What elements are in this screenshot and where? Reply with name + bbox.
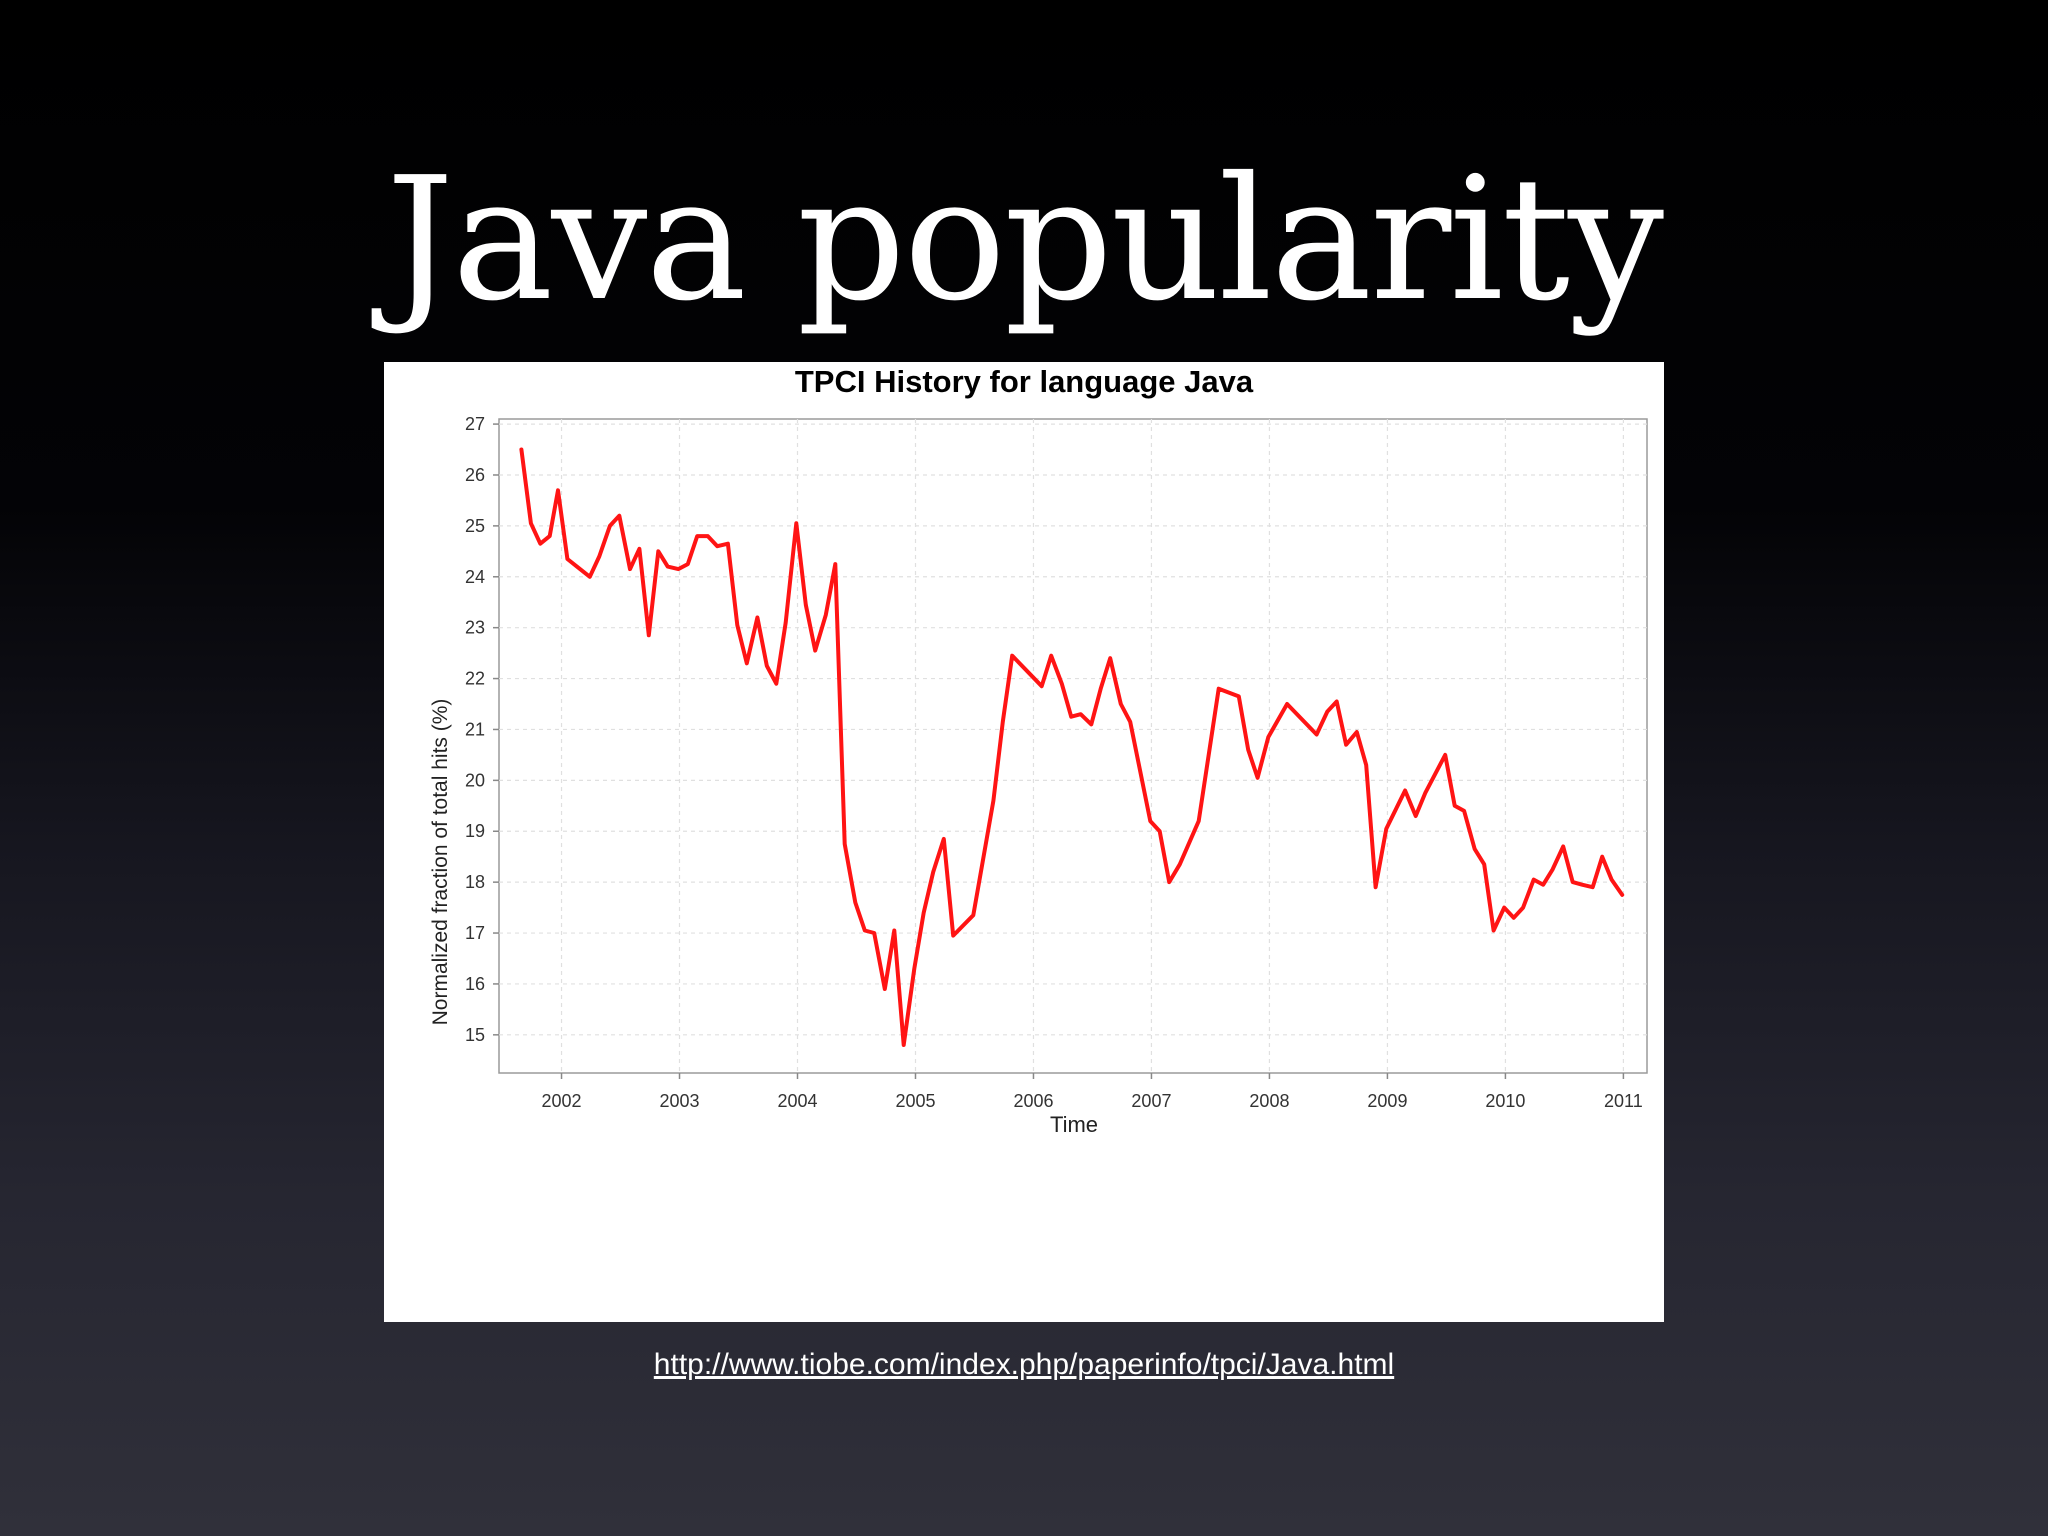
y-tick-label: 19: [465, 821, 485, 841]
x-tick-label: 2003: [659, 1091, 699, 1111]
x-tick-label: 2011: [1604, 1091, 1643, 1111]
y-tick-label: 16: [465, 974, 485, 994]
y-tick-label: 18: [465, 872, 485, 892]
y-tick-label: 22: [465, 669, 485, 689]
x-axis-label: Time: [1050, 1112, 1098, 1137]
x-tick-label: 2009: [1367, 1091, 1407, 1111]
x-tick-label: 2008: [1249, 1091, 1289, 1111]
line-chart: TPCI History for language Java 151617181…: [429, 364, 1648, 1137]
x-tick-label: 2004: [777, 1091, 817, 1111]
series-line: [519, 447, 1625, 1047]
y-tick-label: 25: [465, 516, 485, 536]
chart-panel: TPCI History for language Java 15 16 17 18 1…: [384, 362, 1664, 1322]
source-link[interactable]: http://www.tiobe.com/index.php/paperinfo…: [653, 1348, 1395, 1381]
y-tick-label: 26: [465, 465, 485, 485]
x-tick-label: 2005: [895, 1091, 935, 1111]
y-tick-label: 17: [465, 923, 485, 943]
series-layer: [519, 447, 1625, 1047]
y-tick-label: 23: [465, 618, 485, 638]
y-tick-label: 24: [465, 567, 485, 587]
slide-title: Java popularity: [385, 141, 1664, 339]
x-tick-label: 2007: [1131, 1091, 1171, 1111]
y-tick-label: 15: [465, 1025, 485, 1045]
axis-ticks: 15 16 17 18 19 20 21 22 23 24 25 26 27 2002 2003 2004 20…: [465, 414, 1643, 1111]
y-tick-label: 21: [465, 719, 485, 739]
chart-title: TPCI History for language Java: [795, 364, 1254, 399]
y-axis-label: Normalized fraction of total hits (%): [429, 699, 452, 1026]
plot-area: [498, 418, 1648, 1074]
x-tick-label: 2006: [1013, 1091, 1053, 1111]
x-tick-label: 2002: [542, 1091, 582, 1111]
y-tick-label: 27: [465, 414, 485, 434]
y-tick-label: 20: [465, 770, 485, 790]
x-tick-label: 2010: [1485, 1091, 1525, 1111]
